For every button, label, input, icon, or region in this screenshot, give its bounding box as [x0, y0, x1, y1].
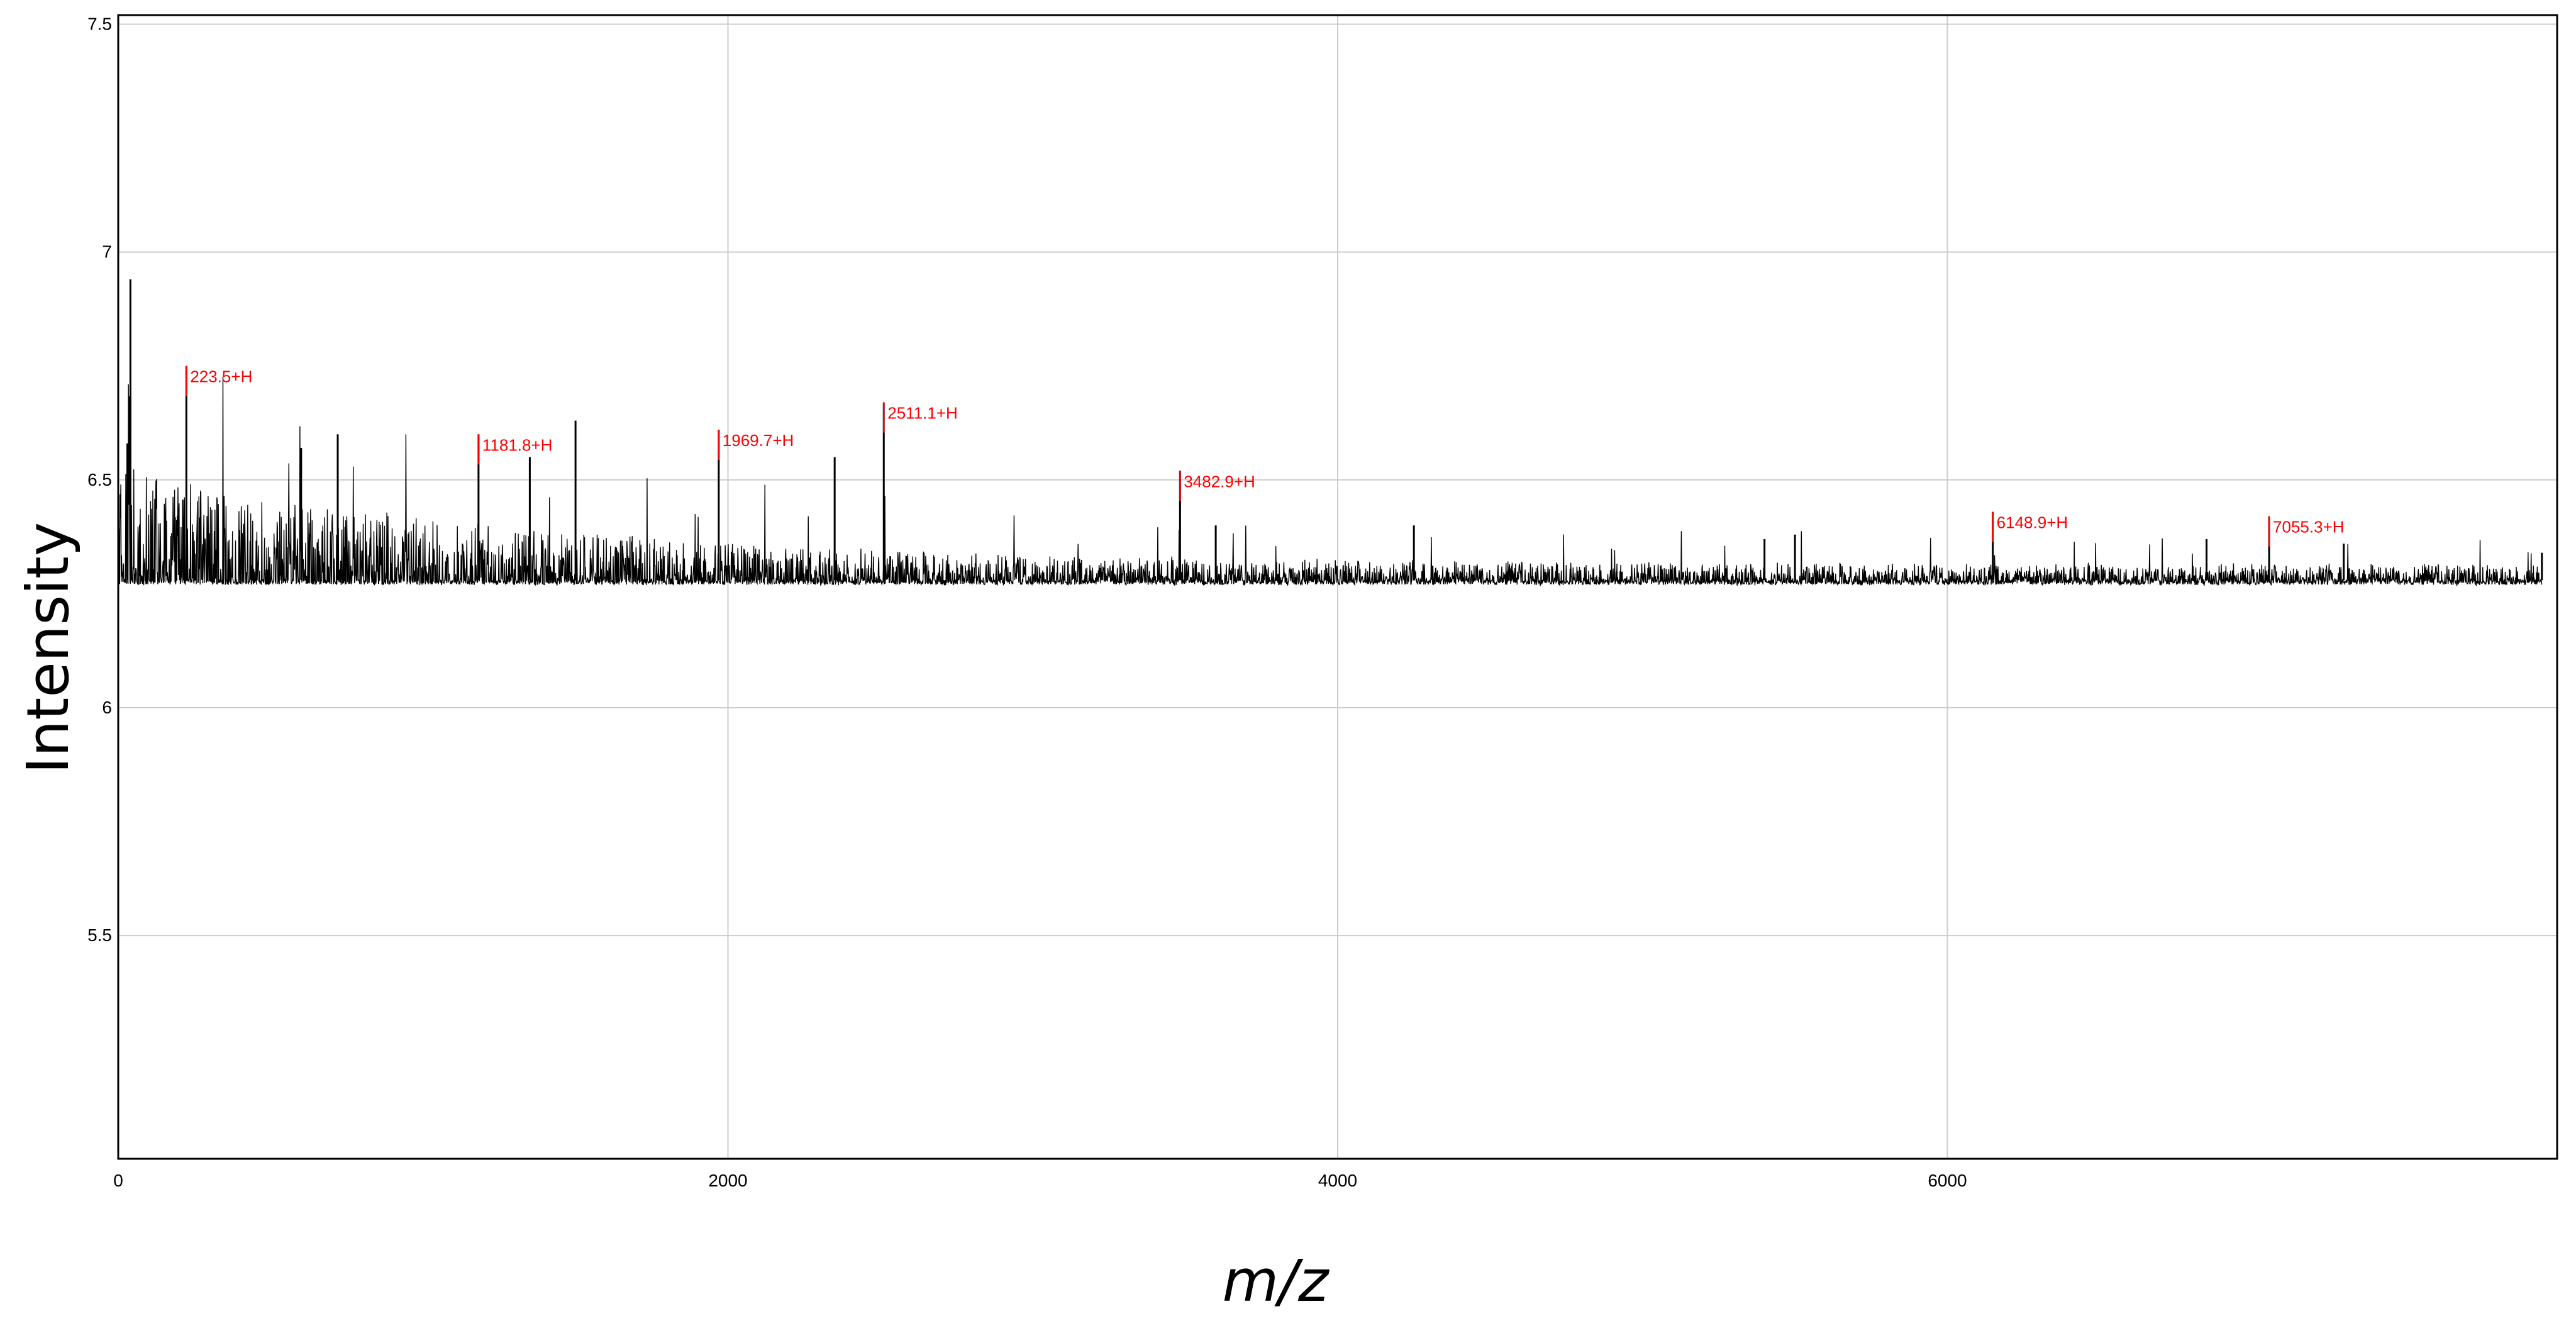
spectrum-trace: [118, 376, 2543, 708]
y-axis-title: Intensity: [14, 522, 82, 774]
y-tick-label: 5.5: [87, 925, 112, 945]
peak-annotation-label: 2511.1+H: [887, 404, 958, 423]
peak-annotation-label: 6148.9+H: [1997, 513, 2068, 532]
y-tick-label: 7.5: [87, 14, 112, 33]
y-tick-label: 6: [102, 698, 112, 717]
x-tick-label: 6000: [1928, 1171, 1967, 1190]
peak-annotation-label: 1969.7+H: [723, 431, 794, 450]
plot-frame: [117, 14, 2558, 1160]
y-tick-label: 7: [102, 242, 112, 262]
y-tick-label: 6.5: [87, 470, 112, 489]
x-axis-title: m/z: [1223, 1247, 1330, 1315]
data-layer: [117, 279, 2543, 708]
peak-annotation-label: 1181.8+H: [482, 435, 553, 454]
x-tick-label: 4000: [1318, 1171, 1357, 1190]
peak-annotation-label: 223.5+H: [190, 367, 252, 386]
annotation-layer: 223.5+H 1181.8+H 1969.7+H 2511.1+H 3482.9+H 6…: [186, 365, 2345, 547]
tick-label-layer: 5.5 6 6.5 7 7.5 0 2000 4000 6000: [87, 14, 1967, 1190]
peak-annotation-label: 7055.3+H: [2273, 518, 2344, 537]
x-tick-label: 2000: [708, 1171, 747, 1190]
grid-layer: [118, 15, 2557, 1159]
peak-annotation-label: 3482.9+H: [1184, 472, 1255, 491]
x-tick-label: 0: [113, 1171, 123, 1190]
